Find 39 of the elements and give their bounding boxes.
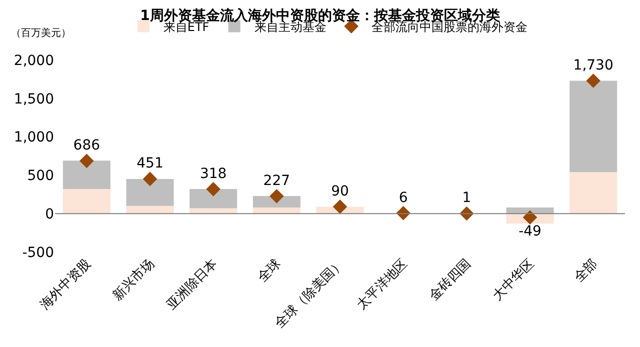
point bbox=[332, 200, 348, 214]
text: （百万美元） bbox=[11, 27, 71, 39]
data-label: 6 bbox=[398, 190, 408, 206]
y-tick-label: 500 bbox=[27, 168, 54, 184]
data-label: 90 bbox=[331, 183, 349, 200]
bar bbox=[126, 179, 174, 206]
x-tick-label: 大中华区 bbox=[490, 256, 538, 304]
bar bbox=[62, 160, 110, 190]
y-tick-label: 0 bbox=[45, 206, 54, 222]
bar bbox=[190, 189, 238, 208]
x-tick-label: 太平洋地区 bbox=[354, 256, 411, 313]
data-label: 686 bbox=[73, 138, 100, 154]
y-tick-label: 2,000 bbox=[14, 52, 54, 69]
bar bbox=[126, 206, 174, 214]
point bbox=[270, 189, 284, 204]
bar bbox=[252, 207, 300, 214]
y-tick-label: 1,500 bbox=[14, 91, 54, 108]
data-label: 451 bbox=[136, 156, 164, 172]
bar bbox=[570, 80, 618, 172]
x-tick-label: 全部 bbox=[572, 256, 601, 286]
y-tick-label: 1,000 bbox=[14, 130, 54, 146]
bar bbox=[62, 189, 110, 214]
bar bbox=[570, 172, 618, 214]
data-label: -49 bbox=[518, 224, 542, 240]
point bbox=[142, 172, 158, 186]
bar bbox=[190, 208, 238, 214]
x-tick-label: 亚洲除日本 bbox=[164, 256, 221, 313]
bar bbox=[252, 196, 300, 208]
x-tick-label: 金砖四国 bbox=[426, 256, 474, 304]
point bbox=[522, 210, 538, 225]
point bbox=[206, 182, 220, 196]
data-label: 1 bbox=[462, 190, 472, 206]
point bbox=[80, 154, 94, 168]
point bbox=[586, 74, 600, 88]
data-label: 227 bbox=[263, 172, 290, 189]
x-tick-label: 新兴市场 bbox=[110, 256, 158, 304]
x-tick-label: 全球 bbox=[255, 256, 284, 286]
data-label: 318 bbox=[200, 166, 227, 182]
data-label: 1,730 bbox=[573, 57, 614, 74]
